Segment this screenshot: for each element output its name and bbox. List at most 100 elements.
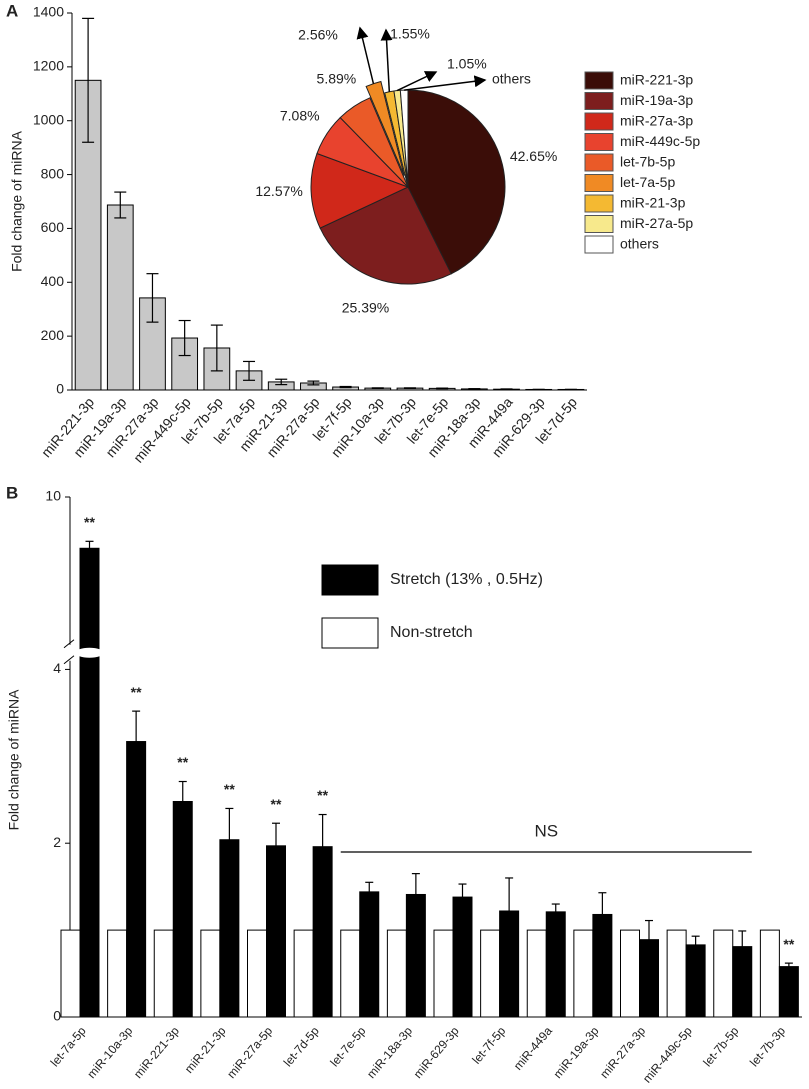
- legend-label: others: [620, 236, 659, 252]
- legend-label: miR-27a-3p: [620, 113, 693, 129]
- legend-swatch: [321, 564, 379, 596]
- x-tick-label: miR-27a-3p: [597, 1024, 648, 1081]
- x-tick-label: miR-27a-5p: [224, 1024, 275, 1081]
- bar: [778, 966, 799, 1018]
- bar: [573, 929, 594, 1018]
- error-bar: [458, 883, 467, 911]
- bar: [759, 929, 780, 1018]
- x-tick-label: let-7f-5p: [469, 1024, 508, 1067]
- pie-label: 2.56%: [298, 27, 338, 43]
- error-bar: [132, 710, 141, 773]
- x-tick-label: let-7d-5p: [281, 1024, 322, 1070]
- x-tick-label: miR-19a-3p: [551, 1024, 602, 1081]
- pie-label: others: [492, 71, 531, 87]
- error-bar: [307, 380, 320, 386]
- legend-swatch: [584, 235, 614, 254]
- callout-arrow: [396, 71, 438, 92]
- y-tick-label: 1400: [33, 4, 64, 20]
- legend-swatch: [584, 215, 614, 233]
- x-tick-label: miR-221-3p: [131, 1024, 182, 1081]
- error-bar: [436, 387, 449, 390]
- error-bar: [114, 191, 127, 219]
- panel-label: B: [6, 483, 18, 502]
- bar: [200, 929, 221, 1018]
- legend-label: let-7b-5p: [620, 154, 675, 170]
- bar: [433, 929, 454, 1018]
- break-mark: [63, 655, 75, 665]
- ns-label: NS: [534, 821, 558, 840]
- y-tick-label: 10: [45, 488, 61, 504]
- pie-slice: [319, 186, 452, 285]
- x-tick-label: let-7a-5p: [48, 1024, 89, 1070]
- y-axis-label: Fold change of miRNA: [6, 689, 22, 831]
- y-tick-label: 0: [53, 1008, 61, 1024]
- bar: [666, 929, 687, 1018]
- y-tick-label: 4: [53, 660, 61, 676]
- pie-label: 7.08%: [280, 108, 320, 124]
- error-bar: [225, 807, 234, 872]
- callout-arrow: [404, 75, 487, 91]
- bar: [126, 741, 147, 1018]
- significance-label: **: [783, 936, 794, 952]
- panel-label: A: [6, 1, 18, 20]
- x-tick-label: let-7e-5p: [327, 1024, 368, 1070]
- bar: [79, 547, 100, 1018]
- error-bar: [784, 962, 793, 971]
- legend-label: miR-19a-3p: [620, 92, 693, 108]
- pie-label: 25.39%: [342, 299, 389, 315]
- pie-label: 1.55%: [390, 26, 430, 42]
- error-bar: [275, 378, 288, 386]
- error-bar: [339, 385, 352, 389]
- pie-slice: [407, 89, 506, 275]
- x-tick-label: miR-21-3p: [182, 1024, 229, 1076]
- error-bar: [272, 822, 280, 870]
- pie-slice: [310, 152, 410, 229]
- legend-label: miR-27a-5p: [620, 215, 693, 231]
- error-bar: [598, 892, 607, 937]
- y-tick-label: 1000: [33, 111, 64, 127]
- x-tick-label: miR-10a-3p: [84, 1024, 135, 1081]
- y-tick-label: 600: [41, 219, 65, 235]
- error-bar: [505, 877, 514, 945]
- bar: [526, 929, 547, 1018]
- error-bar: [500, 388, 513, 391]
- error-bar: [691, 935, 700, 955]
- legend-label: Non-stretch: [390, 624, 473, 641]
- error-bar: [738, 930, 747, 963]
- bar: [685, 944, 706, 1018]
- break-mark: [63, 639, 75, 649]
- bar: [106, 204, 134, 391]
- significance-label: **: [84, 514, 95, 530]
- significance-label: **: [177, 754, 188, 770]
- y-axis-label: Fold change of miRNA: [9, 130, 25, 272]
- callout-arrow: [380, 28, 393, 92]
- bar: [386, 929, 407, 1018]
- pie-label: 5.89%: [317, 70, 357, 86]
- pie-slice: [365, 80, 405, 176]
- bar: [60, 929, 81, 1018]
- error-bar: [411, 873, 420, 916]
- legend-swatch: [584, 71, 614, 90]
- bar: [172, 800, 193, 1018]
- x-tick-label: miR-629-3p: [411, 1024, 462, 1081]
- error-bar: [210, 324, 223, 372]
- x-tick-label: miR-449c-5p: [640, 1024, 695, 1086]
- error-bar: [178, 780, 187, 823]
- y-tick-label: 1200: [33, 58, 64, 74]
- error-bar: [365, 881, 374, 903]
- error-bar: [85, 540, 94, 556]
- legend-label: miR-21-3p: [620, 195, 686, 211]
- error-bar: [468, 388, 481, 390]
- legend-swatch: [584, 133, 614, 151]
- legend-swatch: [584, 92, 614, 110]
- x-tick-label: let-7b-3p: [747, 1024, 788, 1070]
- error-bar: [243, 360, 256, 381]
- error-bar: [403, 387, 416, 389]
- error-bar: [371, 387, 384, 389]
- legend-label: miR-221-3p: [620, 72, 693, 88]
- y-tick-label: 800: [41, 165, 65, 181]
- pie-label: 1.05%: [447, 56, 487, 72]
- significance-label: **: [271, 796, 282, 812]
- bar: [153, 929, 174, 1018]
- significance-label: **: [131, 684, 142, 700]
